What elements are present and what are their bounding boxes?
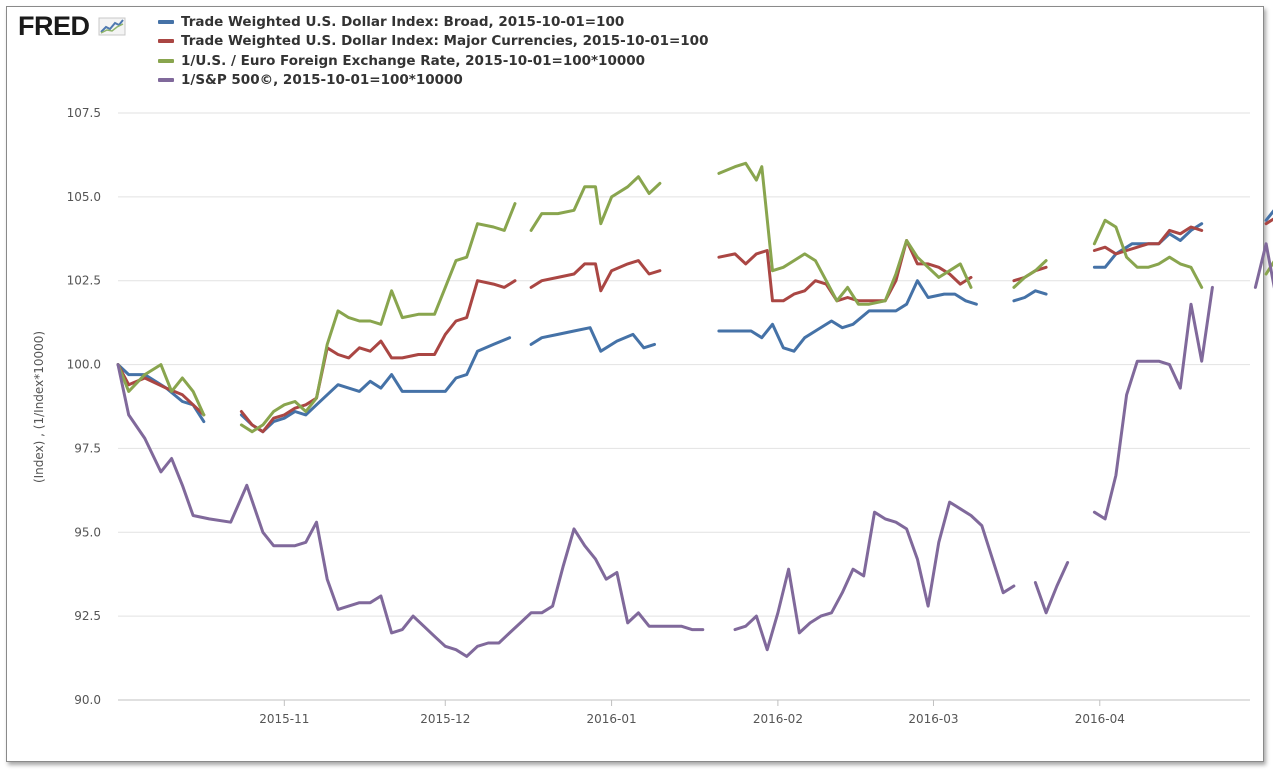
y-axis-label: (Index) , (1/Index*10000) bbox=[32, 331, 46, 483]
legend-item-sp500[interactable]: 1/S&P 500©, 2015-10-01=100*10000 bbox=[158, 71, 708, 91]
legend-swatch bbox=[158, 58, 174, 63]
y-tick-label: 107.5 bbox=[67, 106, 101, 120]
series-line-segment bbox=[239, 202, 517, 434]
fred-logo-chart-icon bbox=[98, 17, 126, 36]
series-line-segment bbox=[717, 239, 973, 303]
y-tick-label: 105.0 bbox=[67, 190, 101, 204]
x-tick-label: 2015-11 bbox=[259, 712, 309, 726]
legend-label: Trade Weighted U.S. Dollar Index: Major … bbox=[181, 33, 709, 50]
y-tick-label: 90.0 bbox=[74, 693, 101, 707]
series-line-segment bbox=[116, 363, 206, 424]
legend-swatch bbox=[158, 78, 174, 83]
y-tick-label: 95.0 bbox=[74, 525, 101, 539]
series-line-segment bbox=[116, 363, 705, 658]
series-line-segment bbox=[733, 500, 1016, 652]
x-tick-label: 2016-01 bbox=[587, 712, 637, 726]
series-line-segment bbox=[239, 336, 512, 434]
gridlines bbox=[118, 112, 1250, 701]
series-line-segment bbox=[1092, 285, 1214, 521]
fred-logo-text: FRED bbox=[18, 11, 90, 41]
x-tick-label: 2015-12 bbox=[420, 712, 470, 726]
series-3 bbox=[116, 242, 1273, 658]
legend-item-major[interactable]: Trade Weighted U.S. Dollar Index: Major … bbox=[158, 32, 708, 52]
y-tick-label: 100.0 bbox=[67, 358, 101, 372]
series-line-segment bbox=[116, 363, 206, 417]
series-line-segment bbox=[529, 175, 662, 232]
x-axis-ticks: 2015-11 2015-12 2016-01 2016-02 2016-03 2016-… bbox=[259, 700, 1125, 726]
series-line-segment bbox=[1012, 259, 1048, 289]
series-line-segment bbox=[1092, 225, 1204, 256]
series-lines bbox=[116, 161, 1273, 658]
legend-label: Trade Weighted U.S. Dollar Index: Broad,… bbox=[181, 13, 625, 30]
series-line-segment bbox=[1264, 217, 1273, 226]
series-line-segment bbox=[717, 279, 978, 353]
series-1 bbox=[116, 217, 1273, 434]
legend-swatch bbox=[158, 39, 174, 44]
series-line-segment bbox=[529, 259, 662, 293]
x-tick-label: 2016-04 bbox=[1075, 712, 1125, 726]
legend-label: 1/S&P 500©, 2015-10-01=100*10000 bbox=[181, 72, 463, 89]
y-tick-label: 92.5 bbox=[74, 609, 101, 623]
x-tick-label: 2016-02 bbox=[753, 712, 803, 726]
series-line-segment bbox=[717, 161, 973, 306]
y-tick-label: 97.5 bbox=[74, 441, 101, 455]
chart-legend: Trade Weighted U.S. Dollar Index: Broad,… bbox=[158, 12, 708, 90]
legend-item-broad[interactable]: Trade Weighted U.S. Dollar Index: Broad,… bbox=[158, 12, 708, 32]
series-line-segment bbox=[529, 326, 656, 353]
series-line-segment bbox=[116, 363, 206, 417]
fred-logo[interactable]: FRED bbox=[18, 11, 126, 42]
legend-swatch bbox=[158, 19, 174, 24]
y-axis-ticks: 90.0 92.5 95.0 97.5 100.0 102.5 105.0 107.5 bbox=[67, 106, 101, 707]
legend-label: 1/U.S. / Euro Foreign Exchange Rate, 201… bbox=[181, 52, 646, 69]
series-2 bbox=[116, 161, 1273, 434]
series-line-segment bbox=[1092, 218, 1204, 289]
y-tick-label: 102.5 bbox=[67, 274, 101, 288]
series-0 bbox=[116, 209, 1273, 434]
chart-frame bbox=[6, 6, 1264, 762]
legend-item-euro[interactable]: 1/U.S. / Euro Foreign Exchange Rate, 201… bbox=[158, 51, 708, 71]
x-tick-label: 2016-03 bbox=[908, 712, 958, 726]
series-line-segment bbox=[1012, 289, 1048, 303]
series-line-segment bbox=[1033, 561, 1070, 615]
series-line-segment bbox=[239, 279, 517, 434]
